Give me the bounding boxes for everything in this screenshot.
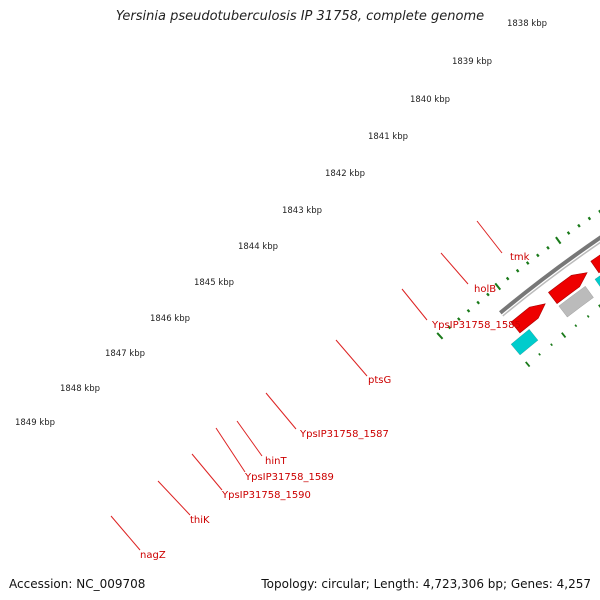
gene-label-connector [191, 453, 223, 491]
accession-text: Accession: NC_009708 [9, 577, 146, 591]
gene-label: holB [474, 284, 496, 295]
gene-label-connector [110, 515, 141, 551]
ruler-tick [536, 253, 540, 258]
inner-ruler-tick [561, 332, 567, 339]
ruler-tick [436, 332, 444, 340]
genome-title: Yersinia pseudotuberculosis IP 31758, co… [115, 9, 485, 24]
ruler-tick [546, 245, 550, 250]
gene-arrow [548, 272, 588, 305]
ruler-label: 1845 kbp [194, 278, 234, 288]
gene-feature [558, 285, 594, 318]
ruler-label: 1843 kbp [282, 206, 322, 216]
ruler-tick [457, 317, 461, 321]
gene-label: YpsIP31758_1590 [221, 490, 311, 501]
gene-label: YpsIP31758_1589 [244, 472, 334, 483]
ruler-tick [447, 325, 452, 330]
gene-label: thiK [190, 515, 210, 526]
gene-labels: tmk holB YpsIP31758_1585 ptsG YpsIP31758_158… [140, 252, 530, 561]
ruler-tick [555, 236, 562, 245]
ruler-tick [486, 292, 490, 297]
inner-ruler-tick [586, 314, 590, 318]
gene-label-connector [335, 339, 368, 377]
ruler-tick [515, 268, 520, 273]
backbone-inner [502, 241, 600, 317]
ruler-label: 1849 kbp [15, 418, 55, 428]
gene-feature [594, 275, 600, 287]
ruler-tick [566, 231, 571, 235]
ruler-label: 1848 kbp [60, 384, 100, 394]
gene-label: hinT [265, 456, 287, 467]
ruler-tick [587, 216, 592, 221]
gene-label: ptsG [368, 375, 391, 386]
gene-label-connector [401, 288, 428, 321]
gene-label-connector [476, 220, 503, 254]
gene-label-connector [265, 392, 297, 430]
ruler-label: 1846 kbp [150, 314, 190, 324]
inner-ruler-tick [574, 324, 578, 328]
gene-label: tmk [510, 252, 530, 263]
gene-label: YpsIP31758_1587 [299, 429, 389, 440]
ruler-tick [476, 300, 480, 305]
gene-arrow [510, 303, 546, 334]
ruler-label: 1839 kbp [452, 57, 492, 67]
gene-label-connector [215, 427, 246, 473]
ruler-tick [466, 308, 471, 313]
gene-label-connector [440, 252, 469, 285]
inner-ruler-tick [525, 361, 531, 368]
ruler-label: 1840 kbp [410, 95, 450, 105]
ruler-label: 1847 kbp [105, 349, 145, 359]
ruler-tick [577, 223, 581, 228]
ruler-labels: 1838 kbp 1839 kbp 1840 kbp 1841 kbp 1842 kbp… [15, 19, 547, 428]
gene-label-connectors [110, 220, 503, 551]
gene-label: YpsIP31758_1585 [431, 320, 521, 331]
backbone-outer [499, 235, 600, 315]
ruler-label: 1844 kbp [238, 242, 278, 252]
gene-arrow [590, 254, 600, 274]
ruler-label: 1841 kbp [368, 132, 408, 142]
ruler-tick [494, 282, 502, 291]
gene-label-connector [157, 480, 191, 516]
genome-backbone [499, 235, 600, 317]
gene-label-connector [236, 420, 263, 457]
topology-text: Topology: circular; Length: 4,723,306 bp… [261, 577, 591, 591]
gene-track [510, 254, 600, 368]
ruler-label: 1842 kbp [325, 169, 365, 179]
inner-ruler-tick [538, 352, 541, 356]
inner-ruler-tick [550, 343, 553, 347]
ruler-label: 1838 kbp [507, 19, 547, 29]
gene-feature [510, 328, 539, 356]
ruler-ticks [436, 209, 600, 340]
ruler-tick [525, 261, 530, 265]
inner-ruler-tick [598, 304, 600, 308]
ruler-tick [505, 276, 510, 281]
gene-label: nagZ [140, 550, 166, 561]
